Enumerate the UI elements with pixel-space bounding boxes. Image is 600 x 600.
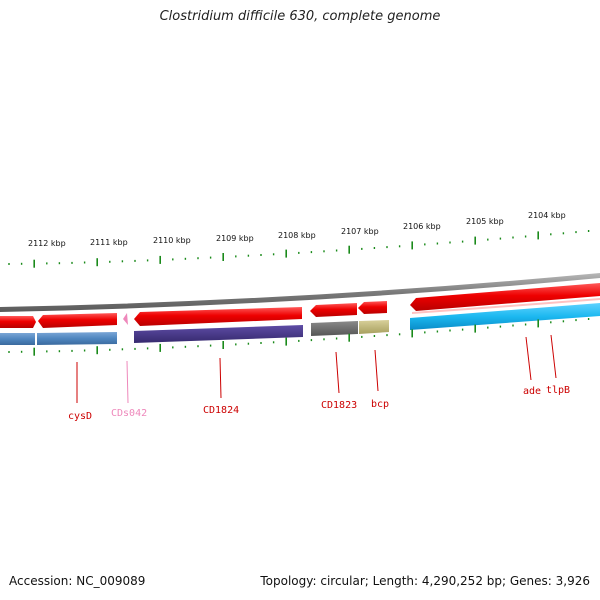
outer-scale-ticks [8, 230, 590, 268]
genome-backbone [0, 273, 600, 312]
scale-label: 2110 kbp [153, 236, 191, 245]
gene-arrow[interactable] [410, 283, 600, 311]
accession-text: Accession: NC_009089 [9, 574, 146, 588]
leader-line [126, 360, 129, 404]
leader-line [374, 349, 379, 392]
scale-label: 2109 kbp [216, 234, 254, 243]
gene-label-bcp[interactable]: bcp [371, 399, 389, 410]
forward-strand-track [0, 283, 600, 328]
scale-label: 2104 kbp [528, 211, 566, 220]
gene-label-cysd[interactable]: cysD [68, 411, 92, 422]
cds-block[interactable] [359, 320, 389, 334]
gene-arrow[interactable] [0, 316, 36, 328]
scale-label: 2106 kbp [403, 222, 441, 231]
scale-label: 2111 kbp [90, 238, 128, 247]
scale-label: 2112 kbp [28, 239, 66, 248]
cds-track [0, 303, 600, 345]
gene-labels: cysD CDs042 CD1824 CD1823 bcp ade tlpB [68, 385, 570, 422]
genome-summary-text: Topology: circular; Length: 4,290,252 bp… [260, 574, 590, 588]
map-title: Clostridium difficile 630, complete geno… [159, 9, 441, 24]
leader-line [550, 334, 557, 379]
gene-arrow[interactable] [134, 307, 302, 326]
scale-label: 2107 kbp [341, 227, 379, 236]
cds-block[interactable] [37, 332, 117, 345]
scale-label: 2108 kbp [278, 231, 316, 240]
cds-block[interactable] [410, 303, 600, 330]
cds-block[interactable] [0, 333, 35, 345]
gene-label-cd1823[interactable]: CD1823 [321, 400, 357, 411]
scale-label: 2105 kbp [466, 217, 504, 226]
label-leaders [76, 334, 557, 404]
leader-line [219, 357, 222, 399]
gene-arrow-shadow [412, 298, 600, 314]
gene-label-cd1824[interactable]: CD1824 [203, 405, 239, 416]
gene-arrow[interactable] [310, 303, 357, 317]
gene-arrow[interactable] [358, 301, 387, 314]
leader-line [335, 351, 340, 394]
gene-arrow[interactable] [38, 313, 117, 328]
scale-labels: 2112 kbp 2111 kbp 2110 kbp 2109 kbp 2108… [28, 211, 566, 248]
cds-block[interactable] [134, 325, 303, 343]
gene-label-ade[interactable]: ade [523, 386, 541, 397]
gene-label-tlpb[interactable]: tlpB [546, 385, 570, 396]
pseudogene-arrow[interactable] [123, 313, 128, 325]
leader-line [525, 336, 532, 381]
gene-label-cds042[interactable]: CDs042 [111, 408, 147, 419]
inner-scale-ticks [8, 318, 590, 356]
cds-block[interactable] [311, 321, 358, 336]
